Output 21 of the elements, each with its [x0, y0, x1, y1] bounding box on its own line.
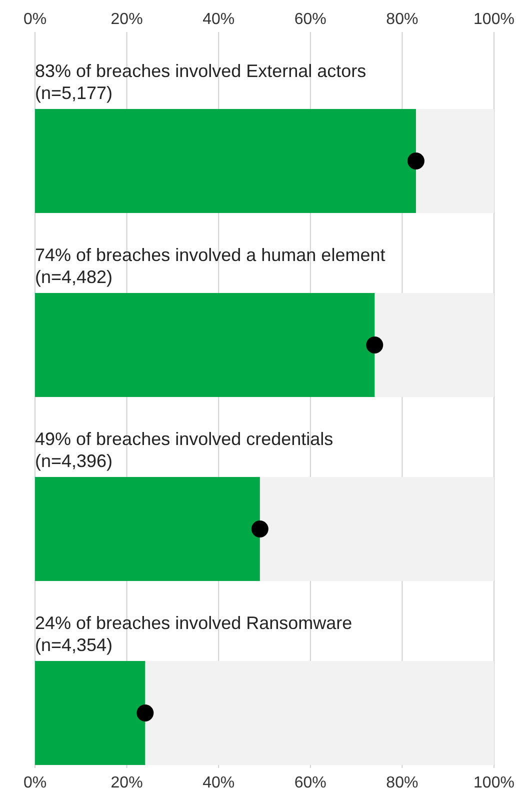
y-tick-label: 24% of breaches involved Ransomware (n=4,354)	[35, 613, 352, 655]
point	[407, 152, 424, 170]
x2-tick-label: 80%	[386, 774, 418, 792]
y-tick-label: 49% of breaches involved credentials (n=4,396)	[35, 429, 334, 471]
x-tick-label: 80%	[386, 11, 418, 28]
x-tick-label: 100%	[474, 11, 514, 28]
x-tick-label: 60%	[294, 11, 326, 28]
point	[366, 336, 384, 354]
y-tick-label: 83% of breaches involved External actors (n=5,177)	[35, 61, 366, 103]
bar	[35, 661, 146, 765]
y-tick-label: 74% of breaches involved a human element (n=4,482)	[35, 245, 386, 287]
x2-tick-label: 40%	[202, 774, 235, 792]
x-tick-label: 40%	[202, 11, 235, 28]
point	[251, 520, 268, 538]
x-tick-label: 20%	[110, 11, 143, 28]
point	[136, 704, 154, 722]
x2-tick-label: 20%	[110, 774, 143, 792]
x2-tick-label: 60%	[294, 774, 326, 792]
x2-tick-label: 0%	[23, 774, 47, 792]
x-tick-label: 0%	[23, 11, 47, 28]
x2-tick-label: 100%	[474, 774, 514, 792]
